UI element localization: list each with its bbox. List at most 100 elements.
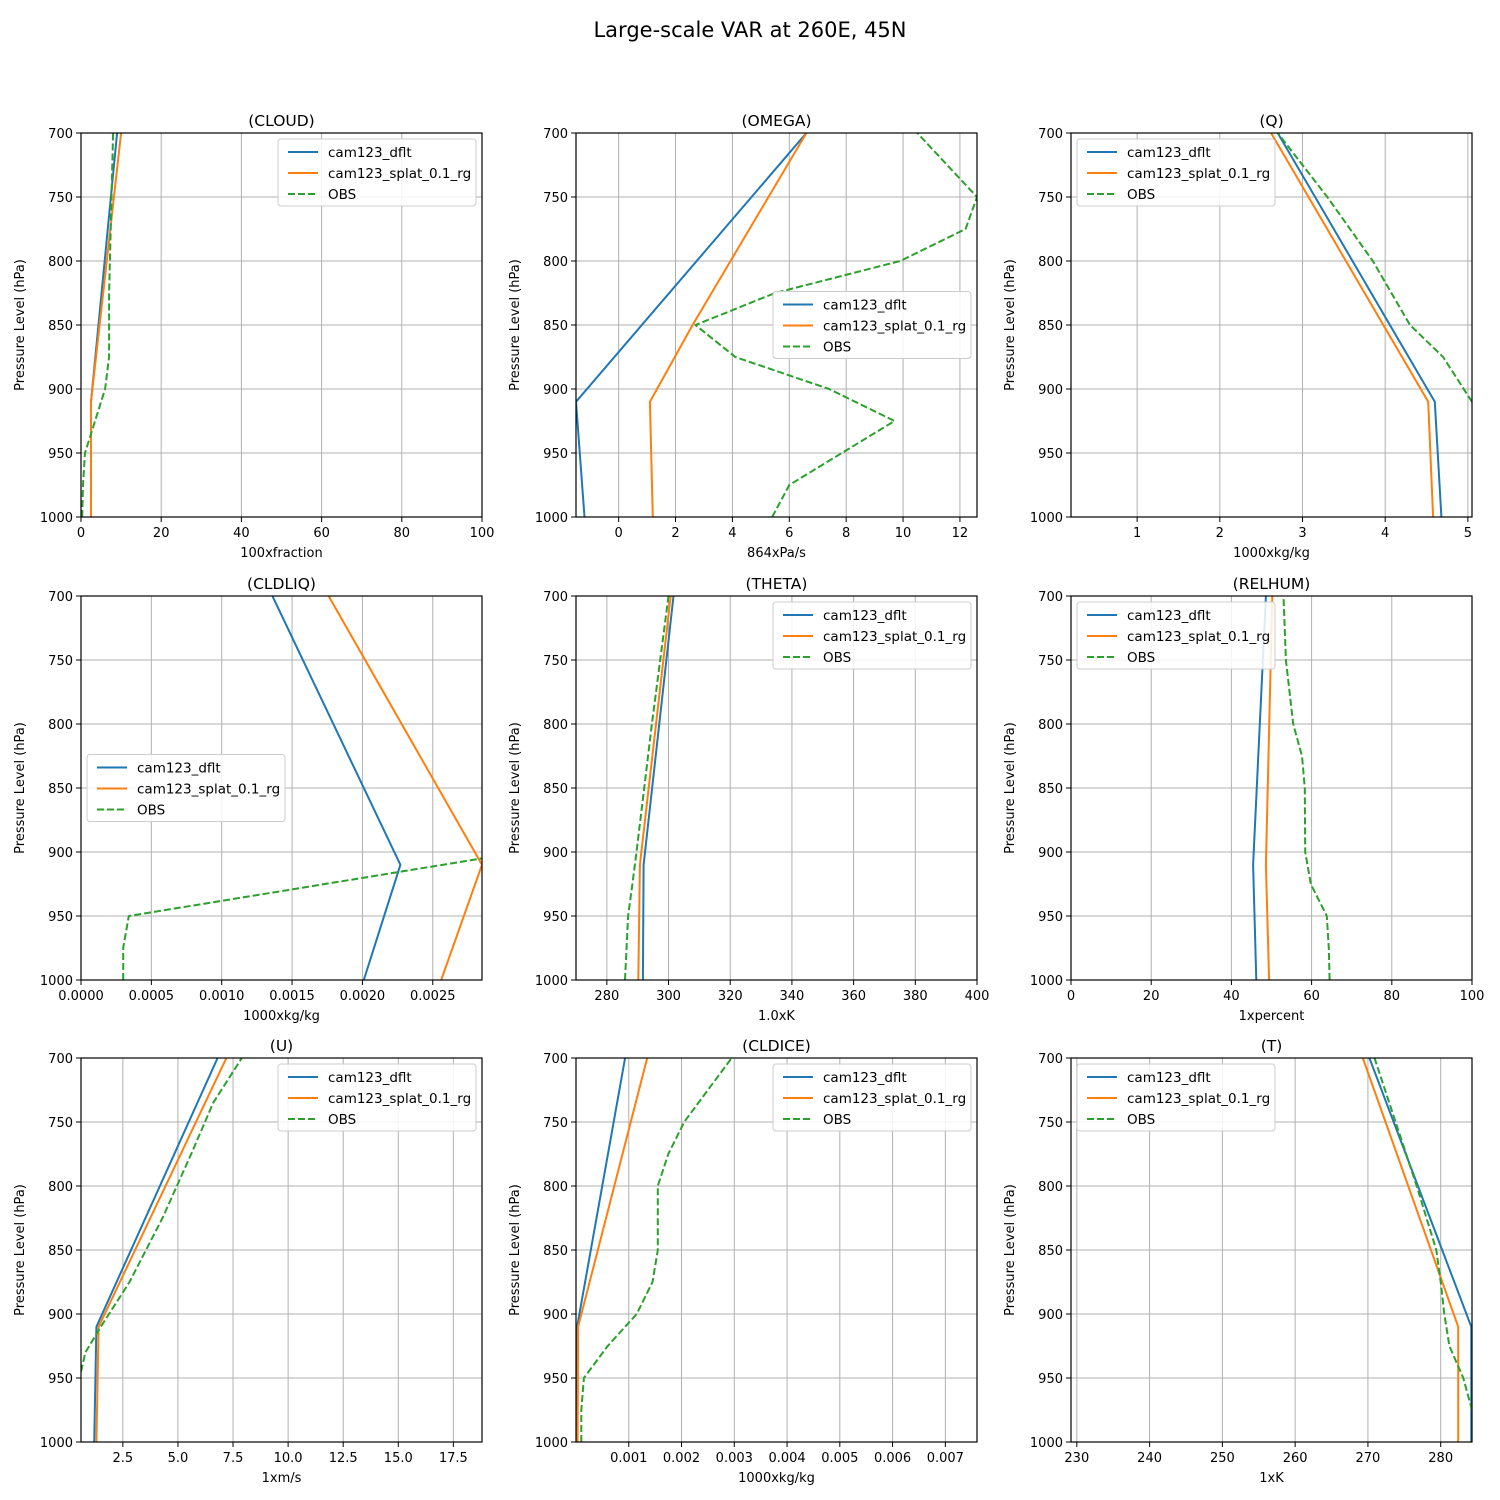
series-line-obs	[81, 1058, 243, 1372]
y-tick-label: 1000	[1030, 974, 1063, 989]
legend: cam123_dflt cam123_splat_0.1_rg OBS	[86, 754, 286, 822]
x-axis-label: 1xpercent	[1239, 1009, 1305, 1024]
subplot: 0 2 4 6 8 10 12 700 750 800 850 900 950 1000 (OMEGA) 86…	[508, 112, 978, 561]
axes-frame	[575, 595, 978, 981]
x-tick-label: 0	[1067, 989, 1075, 1004]
x-tick-label: 0.003	[716, 1451, 753, 1466]
x-tick-label: 0.007	[927, 1451, 964, 1466]
legend-label: cam123_dflt	[1127, 1070, 1211, 1086]
x-tick-label: 0.0015	[269, 989, 315, 1004]
series-line-cam123-dflt	[1252, 596, 1267, 980]
y-tick-label: 1000	[40, 1436, 73, 1451]
legend-box	[277, 138, 477, 207]
y-tick-label: 800	[1038, 1180, 1063, 1195]
series-line-obs	[580, 1058, 733, 1442]
legend: cam123_dflt cam123_splat_0.1_rg OBS	[1076, 1063, 1276, 1132]
y-axis-label: Pressure Level (hPa)	[13, 722, 28, 854]
x-tick-label: 0.0005	[129, 989, 175, 1004]
series-line-cam123-splat-0-1-rg	[1270, 133, 1435, 517]
y-tick-label: 950	[1038, 1372, 1063, 1387]
x-axis-label: 1000xkg/kg	[243, 1009, 320, 1024]
y-tick-label: 850	[48, 319, 73, 334]
x-tick-label: 340	[780, 989, 805, 1004]
y-tick-label: 950	[48, 910, 73, 925]
legend-label: OBS	[1127, 1112, 1155, 1128]
x-tick-label: 300	[656, 989, 681, 1004]
legend-label: cam123_splat_0.1_rg	[823, 1091, 966, 1107]
y-tick-label: 800	[543, 718, 568, 733]
x-tick-label: 5.0	[168, 1451, 189, 1466]
x-axis-label: 100xfraction	[240, 546, 322, 561]
legend: cam123_dflt cam123_splat_0.1_rg OBS	[1076, 601, 1276, 670]
subplot-title: (Q)	[1259, 112, 1283, 130]
series-line-cam123-splat-0-1-rg	[1361, 1058, 1460, 1442]
x-tick-label: 15.0	[384, 1451, 413, 1466]
y-tick-label: 900	[543, 846, 568, 861]
legend-label: OBS	[823, 1112, 851, 1128]
legend-label: cam123_dflt	[328, 1070, 412, 1086]
legend-label: cam123_dflt	[1127, 608, 1211, 624]
x-tick-label: 0.002	[663, 1451, 700, 1466]
subplot-title: (T)	[1261, 1037, 1283, 1055]
axes-frame	[1070, 132, 1473, 518]
x-axis-label: 864xPa/s	[747, 546, 806, 561]
y-tick-label: 900	[1038, 846, 1063, 861]
legend-label: cam123_splat_0.1_rg	[1127, 629, 1270, 645]
x-tick-label: 1	[1133, 526, 1141, 541]
series-line-cam123-splat-0-1-rg	[90, 133, 123, 517]
y-tick-label: 750	[48, 191, 73, 206]
x-axis-label: 1xK	[1259, 1471, 1284, 1486]
x-axis-label: 1xm/s	[262, 1471, 302, 1486]
y-tick-label: 900	[48, 1308, 73, 1323]
x-tick-label: 100	[470, 526, 495, 541]
y-tick-label: 700	[48, 1052, 73, 1067]
y-tick-label: 750	[543, 191, 568, 206]
series-line-obs	[81, 133, 115, 517]
y-tick-label: 700	[48, 127, 73, 142]
legend-label: cam123_dflt	[823, 298, 907, 314]
x-tick-label: 320	[718, 989, 743, 1004]
subplot: 280 300 320 340 360 380 400 700 750 800 850 900 950 1…	[508, 575, 989, 1024]
legend: cam123_dflt cam123_splat_0.1_rg OBS	[772, 291, 972, 359]
legend-label: cam123_dflt	[823, 1070, 907, 1086]
legend-label: cam123_splat_0.1_rg	[137, 782, 280, 798]
legend-label: OBS	[328, 187, 356, 203]
y-axis-label: Pressure Level (hPa)	[508, 259, 523, 391]
subplot: 1 2 3 4 5 700 750 800 850 900 950 1000 (Q) 1000xkg/kg…	[1003, 112, 1473, 561]
series-line-obs	[624, 596, 670, 980]
subplot: 0.001 0.002 0.003 0.004 0.005 0.006 0.007 700 75…	[508, 1037, 978, 1486]
legend-label: cam123_dflt	[328, 145, 412, 161]
x-tick-label: 60	[1303, 989, 1320, 1004]
subplot: 0.0000 0.0005 0.0010 0.0015 0.0020 0.0025 700 7…	[13, 575, 483, 1024]
x-tick-label: 80	[394, 526, 411, 541]
subplot-title: (CLDLIQ)	[247, 575, 316, 593]
y-tick-label: 700	[543, 590, 568, 605]
legend-label: OBS	[823, 650, 851, 666]
legend: cam123_dflt cam123_splat_0.1_rg OBS	[277, 1063, 477, 1132]
legend-box	[1076, 601, 1276, 670]
y-tick-label: 700	[543, 1052, 568, 1067]
series-line-cam123-dflt	[93, 1058, 219, 1442]
x-tick-label: 3	[1298, 526, 1306, 541]
legend-box	[1076, 1063, 1276, 1132]
x-tick-label: 0.004	[768, 1451, 805, 1466]
y-axis-label: Pressure Level (hPa)	[13, 1184, 28, 1316]
figure-title: Large-scale VAR at 260E, 45N	[593, 18, 906, 42]
legend: cam123_dflt cam123_splat_0.1_rg OBS	[277, 138, 477, 207]
series-line-obs	[1276, 133, 1472, 403]
y-tick-label: 700	[543, 127, 568, 142]
subplot-title: (U)	[270, 1037, 293, 1055]
y-tick-label: 800	[543, 1180, 568, 1195]
x-tick-label: 100	[1460, 989, 1485, 1004]
subplot-title: (CLDICE)	[742, 1037, 811, 1055]
x-tick-label: 5	[1464, 526, 1472, 541]
x-tick-label: 280	[1428, 1451, 1453, 1466]
legend-label: OBS	[823, 340, 851, 356]
y-tick-label: 750	[48, 1116, 73, 1131]
legend-label: cam123_splat_0.1_rg	[1127, 166, 1270, 182]
legend-label: cam123_dflt	[1127, 145, 1211, 161]
y-tick-label: 1000	[1030, 1436, 1063, 1451]
x-axis-label: 1000xkg/kg	[1233, 546, 1310, 561]
x-tick-label: 40	[1223, 989, 1240, 1004]
y-axis-label: Pressure Level (hPa)	[13, 259, 28, 391]
